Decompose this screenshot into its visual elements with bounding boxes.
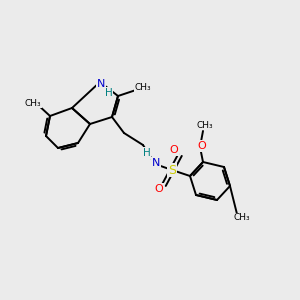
Text: O: O [154,184,164,194]
Text: CH₃: CH₃ [135,83,151,92]
Text: CH₃: CH₃ [234,214,250,223]
Text: O: O [169,145,178,155]
Text: CH₃: CH₃ [25,98,41,107]
Text: S: S [168,164,176,176]
Text: O: O [198,141,206,151]
Text: H: H [143,148,151,158]
Text: CH₃: CH₃ [197,121,213,130]
Text: N: N [97,79,105,89]
Text: H: H [105,88,113,98]
Text: N: N [152,158,160,168]
